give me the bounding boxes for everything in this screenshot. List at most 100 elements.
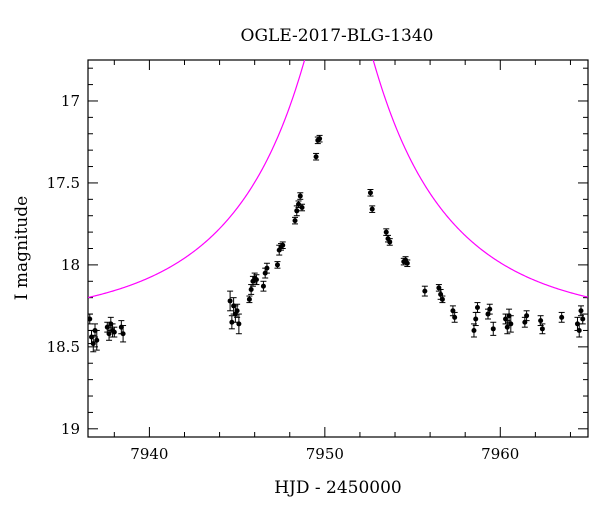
data-point xyxy=(253,274,260,286)
data-point xyxy=(367,188,374,197)
data-point xyxy=(451,311,458,323)
point-marker xyxy=(578,308,584,314)
y-axis-label: I magnitude xyxy=(12,196,32,300)
point-marker xyxy=(106,331,112,337)
data-point xyxy=(421,285,428,297)
data-point xyxy=(435,284,442,292)
x-tick-label: 7960 xyxy=(481,445,519,463)
point-marker xyxy=(313,154,319,160)
y-tick-label: 19 xyxy=(61,420,80,438)
data-points xyxy=(88,134,586,353)
point-marker xyxy=(367,190,373,196)
data-point xyxy=(274,261,281,269)
data-point xyxy=(246,295,253,304)
data-point xyxy=(263,262,270,274)
point-marker xyxy=(439,296,445,302)
data-point xyxy=(227,290,234,312)
point-marker xyxy=(383,229,389,235)
y-tick-label: 17 xyxy=(61,92,80,110)
point-marker xyxy=(294,208,300,214)
data-point xyxy=(404,259,411,268)
point-marker xyxy=(274,262,280,268)
y-tick-label: 17.5 xyxy=(47,174,80,192)
y-tick-label: 18.5 xyxy=(47,338,80,356)
x-tick-label: 7940 xyxy=(130,445,168,463)
point-marker xyxy=(94,337,100,343)
point-marker xyxy=(559,314,565,320)
point-marker xyxy=(246,296,252,302)
data-point xyxy=(106,326,113,341)
data-point xyxy=(316,134,323,143)
point-marker xyxy=(369,206,375,212)
point-marker xyxy=(90,341,96,347)
data-point xyxy=(297,192,304,200)
y-tick-label: 18 xyxy=(61,256,80,274)
point-marker xyxy=(422,288,428,294)
point-marker xyxy=(576,327,582,333)
y-tick-labels: 17 17.5 18 18.5 19 xyxy=(47,92,80,438)
data-point xyxy=(111,326,118,338)
data-point xyxy=(299,203,306,212)
data-point xyxy=(490,321,497,336)
point-marker xyxy=(292,218,298,224)
point-marker xyxy=(487,306,493,312)
point-marker xyxy=(539,326,545,332)
point-marker xyxy=(404,260,410,266)
data-point xyxy=(313,152,320,161)
data-point xyxy=(260,280,267,292)
point-marker xyxy=(504,324,510,330)
point-marker xyxy=(88,316,93,322)
point-marker xyxy=(120,331,126,337)
plot-frame xyxy=(87,59,589,438)
data-point xyxy=(295,200,302,209)
point-marker xyxy=(317,136,323,142)
x-axis-label: HJD - 2450000 xyxy=(274,478,402,498)
point-marker xyxy=(538,318,544,324)
data-point xyxy=(120,325,127,343)
data-point xyxy=(558,311,565,323)
point-marker xyxy=(452,314,458,320)
point-marker xyxy=(264,265,270,271)
x-tick-label: 7950 xyxy=(306,445,344,463)
point-marker xyxy=(234,308,240,314)
data-point xyxy=(576,323,583,338)
data-point xyxy=(93,329,100,351)
point-marker xyxy=(248,286,254,292)
x-tick-labels: 7940 7950 7960 xyxy=(130,445,519,463)
data-point xyxy=(507,315,514,333)
point-marker xyxy=(580,316,586,322)
chart-title: OGLE-2017-BLG-1340 xyxy=(241,26,434,46)
data-point xyxy=(474,302,481,313)
point-marker xyxy=(229,319,235,325)
data-point xyxy=(292,216,299,225)
point-marker xyxy=(227,298,233,304)
data-point xyxy=(486,303,493,315)
data-point xyxy=(539,323,546,335)
data-point xyxy=(248,284,255,295)
data-point xyxy=(235,313,242,335)
point-marker xyxy=(260,283,266,289)
data-point xyxy=(504,320,511,335)
point-marker xyxy=(471,327,477,333)
data-point xyxy=(88,313,93,325)
point-marker xyxy=(508,321,514,327)
point-marker xyxy=(280,242,286,248)
data-point xyxy=(279,241,286,249)
data-point xyxy=(383,228,390,236)
point-marker xyxy=(524,313,530,319)
point-marker xyxy=(111,329,117,335)
point-marker xyxy=(297,193,303,199)
point-marker xyxy=(299,205,305,211)
point-marker xyxy=(236,321,242,327)
point-marker xyxy=(296,201,302,207)
data-point xyxy=(523,310,530,322)
data-point xyxy=(472,311,479,327)
point-marker xyxy=(473,316,479,322)
data-point xyxy=(386,238,393,246)
point-marker xyxy=(387,239,393,245)
model-curve xyxy=(88,60,588,299)
data-point xyxy=(439,295,446,304)
axis-ticks xyxy=(88,60,588,437)
point-marker xyxy=(490,326,496,332)
